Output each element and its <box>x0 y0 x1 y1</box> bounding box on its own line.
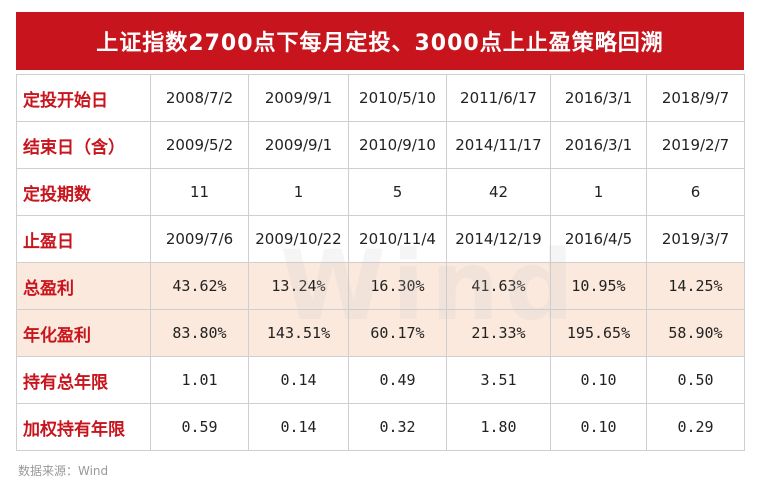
table-cell: 2009/9/1 <box>248 121 349 169</box>
row-label: 定投开始日 <box>16 74 151 122</box>
table-cell: 0.10 <box>550 403 647 451</box>
table-row-periods: 定投期数 11 1 5 42 1 6 <box>16 168 745 216</box>
table-cell: 14.25% <box>646 262 745 310</box>
table-row-start-date: 定投开始日 2008/7/2 2009/9/1 2010/5/10 2011/6… <box>16 74 745 122</box>
table-row-total-profit: 总盈利 43.62% 13.24% 16.30% 41.63% 10.95% 1… <box>16 262 745 310</box>
table-cell: 1 <box>248 168 349 216</box>
table-cell: 2011/6/17 <box>446 74 551 122</box>
row-label: 加权持有年限 <box>16 403 151 451</box>
table-cell: 58.90% <box>646 309 745 357</box>
table-cell: 13.24% <box>248 262 349 310</box>
table-cell: 2019/2/7 <box>646 121 745 169</box>
table-cell: 0.32 <box>348 403 447 451</box>
table-cell: 0.10 <box>550 356 647 404</box>
table-cell: 2009/7/6 <box>150 215 249 263</box>
row-label: 持有总年限 <box>16 356 151 404</box>
table-cell: 16.30% <box>348 262 447 310</box>
table-cell: 0.59 <box>150 403 249 451</box>
table-cell: 2018/9/7 <box>646 74 745 122</box>
row-label: 止盈日 <box>16 215 151 263</box>
table-cell: 1.01 <box>150 356 249 404</box>
table-cell: 60.17% <box>348 309 447 357</box>
row-label: 总盈利 <box>16 262 151 310</box>
table-cell: 0.49 <box>348 356 447 404</box>
table-cell: 0.50 <box>646 356 745 404</box>
table-row-take-profit-date: 止盈日 2009/7/6 2009/10/22 2010/11/4 2014/1… <box>16 215 745 263</box>
table-cell: 1.80 <box>446 403 551 451</box>
table-cell: 2010/11/4 <box>348 215 447 263</box>
table-row-end-date: 结束日（含） 2009/5/2 2009/9/1 2010/9/10 2014/… <box>16 121 745 169</box>
table-cell: 42 <box>446 168 551 216</box>
table-cell: 41.63% <box>446 262 551 310</box>
table-cell: 43.62% <box>150 262 249 310</box>
table-cell: 10.95% <box>550 262 647 310</box>
data-table: 定投开始日 2008/7/2 2009/9/1 2010/5/10 2011/6… <box>16 74 745 451</box>
table-cell: 2009/10/22 <box>248 215 349 263</box>
table-cell: 6 <box>646 168 745 216</box>
table-cell: 2019/3/7 <box>646 215 745 263</box>
table-row-holding-years: 持有总年限 1.01 0.14 0.49 3.51 0.10 0.50 <box>16 356 745 404</box>
table-cell: 2009/9/1 <box>248 74 349 122</box>
table-title: 上证指数2700点下每月定投、3000点上止盈策略回溯 <box>16 12 744 70</box>
table-cell: 0.14 <box>248 356 349 404</box>
table-cell: 2010/9/10 <box>348 121 447 169</box>
table-cell: 0.29 <box>646 403 745 451</box>
table-cell: 2010/5/10 <box>348 74 447 122</box>
row-label: 定投期数 <box>16 168 151 216</box>
table-cell: 143.51% <box>248 309 349 357</box>
table-row-annual-profit: 年化盈利 83.80% 143.51% 60.17% 21.33% 195.65… <box>16 309 745 357</box>
table-cell: 2016/3/1 <box>550 74 647 122</box>
table-cell: 0.14 <box>248 403 349 451</box>
table-cell: 1 <box>550 168 647 216</box>
table-cell: 2014/11/17 <box>446 121 551 169</box>
table-cell: 2008/7/2 <box>150 74 249 122</box>
table-cell: 5 <box>348 168 447 216</box>
row-label: 结束日（含） <box>16 121 151 169</box>
table-cell: 2009/5/2 <box>150 121 249 169</box>
row-label: 年化盈利 <box>16 309 151 357</box>
table-cell: 11 <box>150 168 249 216</box>
table-cell: 2016/3/1 <box>550 121 647 169</box>
table-cell: 2014/12/19 <box>446 215 551 263</box>
table-cell: 2016/4/5 <box>550 215 647 263</box>
data-source-note: 数据来源：Wind <box>18 464 109 478</box>
table-cell: 21.33% <box>446 309 551 357</box>
table-cell: 195.65% <box>550 309 647 357</box>
table-row-weighted-holding-years: 加权持有年限 0.59 0.14 0.32 1.80 0.10 0.29 <box>16 403 745 451</box>
table-cell: 3.51 <box>446 356 551 404</box>
table-cell: 83.80% <box>150 309 249 357</box>
